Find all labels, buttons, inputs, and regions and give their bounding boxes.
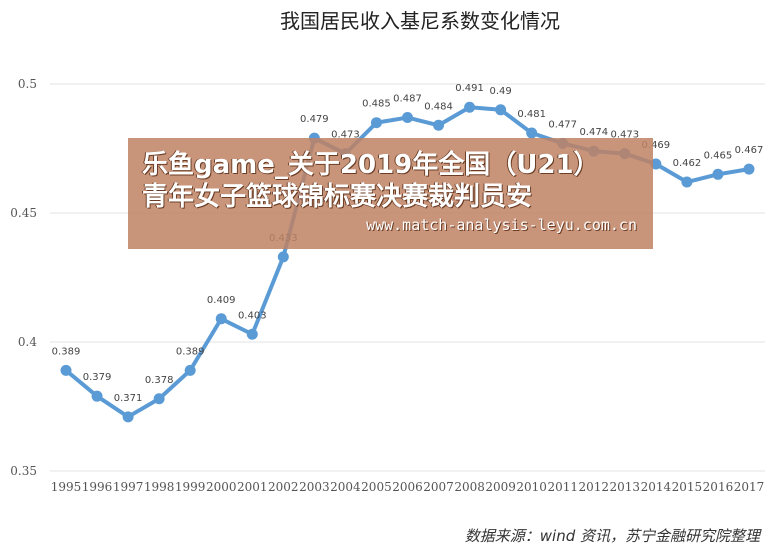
data-point	[681, 176, 693, 188]
data-label: 0.481	[517, 109, 546, 120]
data-point	[464, 101, 476, 113]
x-tick-label: 1998	[144, 480, 175, 494]
data-points	[60, 101, 755, 423]
x-tick-label: 2016	[703, 480, 734, 494]
data-label: 0.467	[735, 145, 764, 156]
x-tick-label: 1996	[82, 480, 113, 494]
data-label: 0.389	[176, 346, 205, 357]
data-label: 0.379	[83, 372, 112, 383]
y-axis-ticks: 0.35 0.4 0.45 0.5	[10, 77, 37, 478]
data-label: 0.462	[673, 158, 702, 169]
x-tick-label: 2012	[578, 480, 609, 494]
data-point	[91, 390, 103, 402]
data-label: 0.465	[704, 150, 733, 161]
overlay-url: www.match-analysis-leyu.com.cn	[366, 216, 637, 234]
data-point	[650, 158, 662, 170]
y-tick-label: 0.45	[10, 206, 37, 220]
data-label: 0.378	[145, 375, 174, 386]
x-tick-label: 2005	[361, 480, 392, 494]
data-label: 0.409	[207, 295, 236, 306]
data-point	[60, 364, 72, 376]
x-tick-label: 2011	[547, 480, 578, 494]
data-point	[246, 328, 258, 340]
data-point	[122, 411, 134, 423]
y-tick-label: 0.4	[18, 335, 37, 349]
data-label: 0.491	[455, 83, 484, 94]
data-label: 0.479	[300, 114, 329, 125]
data-label: 0.469	[642, 140, 671, 151]
data-point	[153, 393, 165, 405]
x-tick-label: 2004	[330, 480, 361, 494]
overlay-line-1: 乐鱼game_关于2019年全国（U21）	[142, 150, 600, 180]
x-tick-label: 2003	[299, 480, 330, 494]
x-tick-label: 2002	[268, 480, 299, 494]
data-point	[184, 364, 196, 376]
data-label: 0.487	[393, 94, 422, 105]
x-tick-label: 2008	[454, 480, 485, 494]
data-point	[495, 104, 507, 116]
data-label: 0.473	[610, 130, 639, 141]
y-tick-label: 0.5	[18, 77, 37, 91]
data-point	[402, 112, 413, 124]
x-tick-label: 2014	[641, 480, 672, 494]
source-note: 数据来源：wind 资讯，苏宁金融研究院整理	[465, 527, 762, 545]
data-point	[433, 119, 445, 131]
x-axis-ticks: 1995 1996 1997 1998 1999 2000 2001 2002 2003 2004…	[51, 480, 765, 494]
x-tick-label: 2017	[734, 480, 765, 494]
x-tick-label: 1997	[113, 480, 144, 494]
data-label: 0.485	[362, 99, 391, 110]
data-label: 0.371	[114, 393, 143, 404]
overlay-line-2: 青年女子篮球锦标赛决赛裁判员安	[142, 182, 533, 212]
data-point	[215, 313, 227, 325]
x-tick-label: 2015	[672, 480, 703, 494]
data-label: 0.403	[238, 310, 267, 321]
data-point	[370, 117, 382, 129]
x-tick-label: 2013	[610, 480, 641, 494]
data-label: 0.49	[490, 86, 512, 97]
x-tick-label: 2000	[206, 480, 237, 494]
x-tick-label: 1999	[175, 480, 206, 494]
data-point	[526, 127, 538, 139]
x-tick-label: 2007	[423, 480, 454, 494]
chart-title: 我国居民收入基尼系数变化情况	[280, 9, 560, 33]
data-label: 0.389	[52, 346, 81, 357]
data-point	[712, 168, 724, 180]
x-tick-label: 2009	[485, 480, 516, 494]
x-tick-label: 2010	[516, 480, 547, 494]
data-point	[277, 251, 289, 263]
x-tick-label: 1995	[51, 480, 82, 494]
watermark-overlay: 乐鱼game_关于2019年全国（U21） 青年女子篮球锦标赛决赛裁判员安 ww…	[128, 138, 653, 249]
data-label: 0.474	[579, 127, 608, 138]
x-tick-label: 2006	[392, 480, 423, 494]
data-point	[743, 163, 755, 175]
data-label: 0.473	[331, 130, 360, 141]
data-label: 0.477	[548, 119, 577, 130]
y-tick-label: 0.35	[10, 464, 37, 478]
x-tick-label: 2001	[237, 480, 268, 494]
data-label: 0.484	[424, 101, 453, 112]
